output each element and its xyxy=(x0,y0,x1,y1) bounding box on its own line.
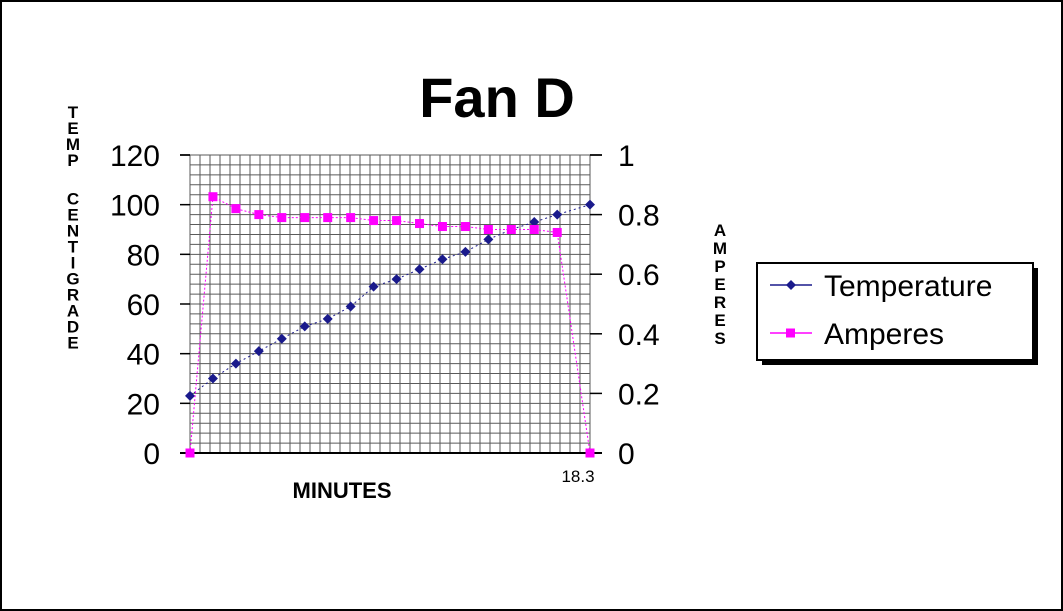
y-left-tick-label: 120 xyxy=(110,140,160,173)
axis-label-letter: R xyxy=(714,293,726,312)
amperes-point xyxy=(185,448,195,458)
temperature-point xyxy=(552,209,563,220)
temperature-point xyxy=(529,217,540,228)
axis-label-letter: E xyxy=(714,275,725,294)
temperature-point xyxy=(345,301,356,312)
axis-label-letter: T xyxy=(68,103,79,122)
amperes-point xyxy=(460,222,470,232)
legend-marker-square xyxy=(786,328,795,338)
temperature-point xyxy=(368,281,379,292)
amperes-point xyxy=(231,204,241,214)
axis-label-letter: P xyxy=(714,257,725,276)
temperature-point xyxy=(391,274,402,285)
axis-label-letter: P xyxy=(67,151,78,170)
axis-label-letter: G xyxy=(66,269,79,288)
temperature-point xyxy=(585,199,595,210)
amperes-point xyxy=(415,219,425,229)
x-tick-label: 18.3 xyxy=(561,467,594,486)
amperes-point xyxy=(529,225,539,234)
temperature-point xyxy=(414,264,425,275)
legend-label-amperes: Amperes xyxy=(824,318,944,351)
temperature-point xyxy=(322,313,333,324)
y-left-tick-label: 20 xyxy=(127,388,160,421)
temperature-point xyxy=(207,373,218,384)
legend-box xyxy=(756,262,1034,361)
amperes-point xyxy=(506,225,516,234)
axis-label-letter: N xyxy=(67,221,79,240)
y-left-tick-label: 60 xyxy=(127,289,160,322)
axis-label-letter: E xyxy=(67,333,78,352)
temperature-point xyxy=(253,346,264,357)
legend-marker-diamond xyxy=(786,280,796,290)
legend-label-temperature: Temperature xyxy=(824,270,992,303)
axis-label-letter: C xyxy=(67,189,79,208)
temperature-point xyxy=(460,246,471,257)
y-axis-right-ticks: 0 0.2 0.4 0.6 0.8 1 xyxy=(590,140,660,471)
amperes-point xyxy=(346,213,356,223)
amperes-point xyxy=(254,210,264,220)
axis-label-letter: M xyxy=(66,135,80,154)
temperature-point xyxy=(299,321,310,332)
axis-label-letter: S xyxy=(714,329,725,348)
y-right-tick-label: 0.4 xyxy=(618,319,660,352)
temperature-point xyxy=(230,358,241,369)
y-left-tick-label: 40 xyxy=(127,339,160,372)
axis-label-letter: E xyxy=(714,311,725,330)
amperes-point xyxy=(437,222,447,232)
amperes-point xyxy=(300,213,310,223)
axis-label-letter: A xyxy=(714,221,726,240)
plot-grid xyxy=(189,154,591,454)
temperature-point xyxy=(276,333,287,344)
amperes-point xyxy=(552,227,562,237)
amperes-point xyxy=(277,213,287,223)
axis-label-letter: E xyxy=(67,119,78,138)
y-left-tick-label: 0 xyxy=(143,438,160,471)
y-right-tick-label: 0.6 xyxy=(618,259,660,292)
axis-label-letter: A xyxy=(67,301,79,320)
y-left-tick-label: 80 xyxy=(127,239,160,272)
temperature-point xyxy=(483,234,494,245)
y-axis-left-ticks: 0 20 40 60 80 100 120 xyxy=(110,140,190,471)
axis-label-letter: E xyxy=(67,205,78,224)
y-right-tick-label: 0.8 xyxy=(618,200,660,233)
axis-label-letter: M xyxy=(713,239,727,258)
amperes-point xyxy=(392,216,402,226)
x-axis-label: MINUTES xyxy=(293,478,392,503)
amperes-point xyxy=(483,225,493,234)
y-left-tick-label: 100 xyxy=(110,190,160,223)
y-right-tick-label: 0 xyxy=(618,438,635,471)
axis-label-letter: R xyxy=(67,285,79,304)
axis-label-letter: D xyxy=(67,317,79,336)
series-layer xyxy=(185,192,595,458)
y-right-tick-label: 0.2 xyxy=(618,378,660,411)
amperes-point xyxy=(208,192,218,202)
amperes-point xyxy=(369,216,379,226)
chart-title: Fan D xyxy=(419,66,575,129)
temperature-point xyxy=(437,254,448,265)
axis-label-letter: I xyxy=(71,253,76,272)
y-right-tick-label: 1 xyxy=(618,140,635,173)
legend: Temperature Amperes xyxy=(756,262,1038,365)
axis-label-letter: T xyxy=(68,237,79,256)
amperes-point xyxy=(323,213,333,223)
amperes-point xyxy=(585,448,595,458)
temperature-point xyxy=(185,390,195,401)
